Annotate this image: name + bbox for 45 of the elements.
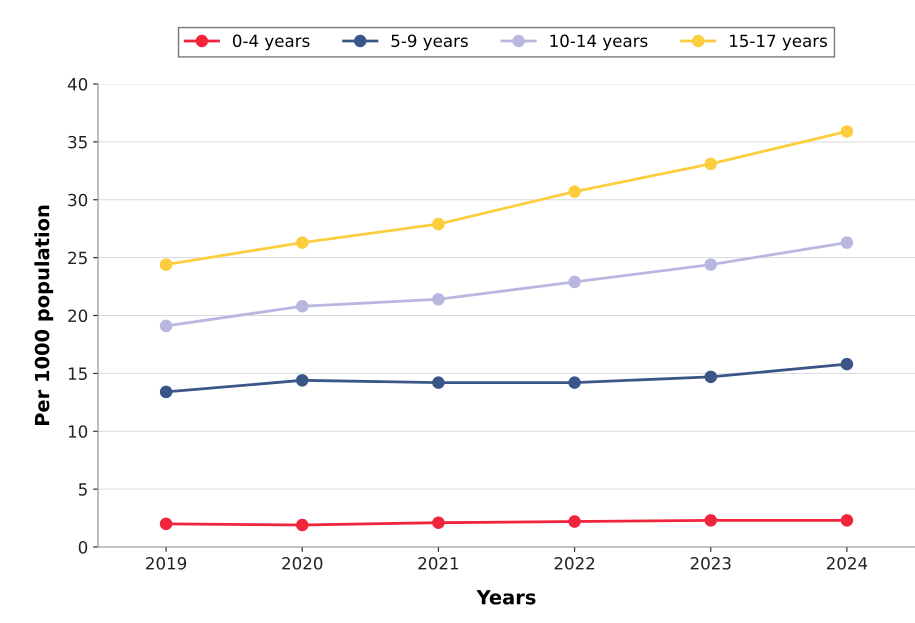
legend-label: 0-4 years: [232, 34, 310, 50]
point: [432, 376, 445, 389]
y-tick-label: 0: [78, 540, 88, 554]
legend-label: 5-9 years: [392, 34, 468, 50]
point: [840, 125, 854, 138]
x-tick-label: 2021: [418, 557, 458, 570]
point: [568, 185, 581, 198]
point: [432, 293, 445, 306]
y-tick-label: 40: [68, 78, 88, 91]
point: [840, 514, 854, 527]
x-tick-label: 2022: [554, 557, 594, 570]
y-tick-label: 25: [68, 252, 87, 264]
point: [704, 514, 717, 527]
point: [704, 258, 717, 271]
legend-label: 15-17 years: [730, 34, 827, 50]
point: [568, 276, 581, 288]
y-tick-label: 10: [68, 425, 88, 438]
point: [840, 236, 854, 249]
y-tick-label: 15: [68, 368, 87, 380]
x-tick-label: 2023: [690, 557, 731, 570]
y-tick-label: 20: [68, 309, 88, 322]
point: [432, 516, 445, 529]
x-tick-label: 2020: [282, 557, 322, 570]
point: [160, 518, 172, 530]
point: [568, 376, 581, 389]
x-tick-label: 2024: [826, 557, 868, 570]
point: [296, 518, 308, 532]
point: [704, 158, 717, 170]
y-tick-label: 5: [78, 483, 87, 496]
y-tick-label: 35: [68, 136, 87, 148]
x-axis-title: Years: [476, 590, 536, 605]
legend-label: 10-14 years: [550, 34, 648, 50]
point: [432, 218, 445, 230]
point: [160, 258, 172, 271]
point: [296, 374, 308, 387]
point: [568, 515, 581, 528]
x-tick-label: 2019: [146, 557, 186, 570]
point: [296, 300, 308, 312]
point: [704, 370, 717, 384]
point: [160, 320, 172, 332]
y-tick-label: 30: [68, 194, 88, 206]
point: [160, 386, 172, 398]
point: [296, 236, 308, 249]
y-axis-title: Per 1000 population: [34, 206, 54, 426]
point: [840, 358, 854, 370]
